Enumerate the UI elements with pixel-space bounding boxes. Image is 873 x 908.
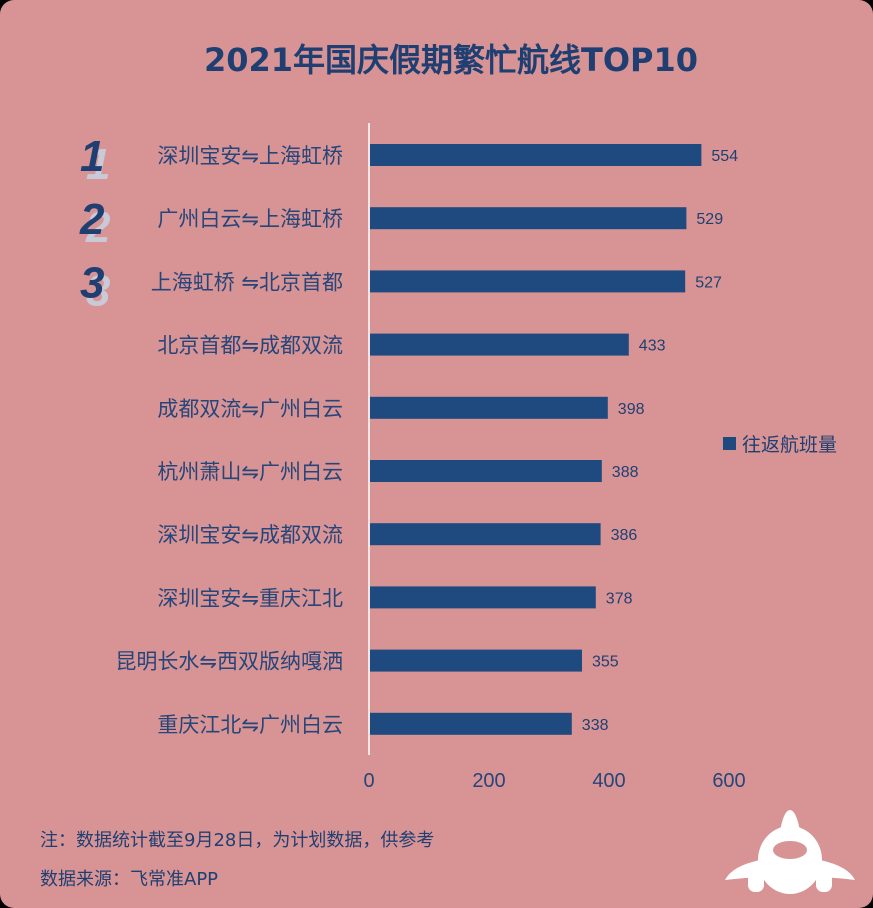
airplane-icon <box>725 810 855 894</box>
category-label: 深圳宝安⇋重庆江北 <box>157 586 343 610</box>
bar-9 <box>369 649 582 672</box>
value-label: 554 <box>711 148 738 165</box>
x-tick-label: 0 <box>363 770 374 792</box>
category-label: 重庆江北⇋广州白云 <box>157 713 343 737</box>
x-tick-label: 400 <box>592 770 625 792</box>
bars <box>369 144 702 735</box>
category-label: 杭州萧山⇋广州白云 <box>157 460 343 484</box>
x-axis-ticks: 0 200 400 600 <box>363 770 745 792</box>
value-label: 529 <box>696 211 723 228</box>
bar-7 <box>369 523 601 546</box>
value-label: 338 <box>582 717 609 734</box>
rank-number: 3 <box>80 258 104 307</box>
note-line: 注：数据统计截至9月28日，为计划数据，供参考 <box>40 830 434 851</box>
rank-number: 1 <box>80 132 104 181</box>
value-label: 433 <box>639 338 666 355</box>
value-label: 355 <box>592 654 619 671</box>
x-tick-label: 600 <box>712 770 745 792</box>
category-label: 深圳宝安⇋上海虹桥 <box>157 144 343 168</box>
value-label: 386 <box>611 527 638 544</box>
value-label: 378 <box>606 590 633 607</box>
bar-4 <box>369 333 629 356</box>
value-labels: 554 529 527 433 398 388 386 378 355 338 <box>582 148 738 734</box>
legend-swatch <box>723 437 736 450</box>
category-label: 昆明长水⇋西双版纳嘎洒 <box>115 650 343 674</box>
rank-shadow: 2 <box>85 203 111 252</box>
chart-title: 2021年国庆假期繁忙航线TOP10 <box>204 41 698 79</box>
rank-shadow: 1 <box>86 140 110 189</box>
bar-5 <box>369 396 608 419</box>
category-label: 北京首都⇋成都双流 <box>157 334 343 358</box>
value-label: 388 <box>612 464 639 481</box>
category-label: 成都双流⇋广州白云 <box>157 397 343 421</box>
bar-8 <box>369 586 596 609</box>
bar-6 <box>369 460 602 482</box>
category-label: 上海虹桥 ⇋北京首都 <box>151 270 343 294</box>
x-tick-label: 200 <box>472 770 505 792</box>
bar-3 <box>369 270 686 293</box>
bar-10 <box>369 712 572 735</box>
value-label: 398 <box>618 401 645 418</box>
bar-1 <box>369 144 702 166</box>
value-label: 527 <box>695 274 722 291</box>
category-label: 广州白云⇋上海虹桥 <box>157 207 343 231</box>
rank-number: 2 <box>79 195 105 244</box>
rank-badges: 11 22 33 <box>79 132 111 315</box>
legend: 往返航班量 <box>723 434 837 456</box>
source-line: 数据来源：飞常准APP <box>40 869 218 890</box>
bar-2 <box>369 207 687 230</box>
category-label: 深圳宝安⇋成都双流 <box>157 523 343 547</box>
legend-label: 往返航班量 <box>742 434 837 456</box>
rank-shadow: 3 <box>86 266 110 315</box>
